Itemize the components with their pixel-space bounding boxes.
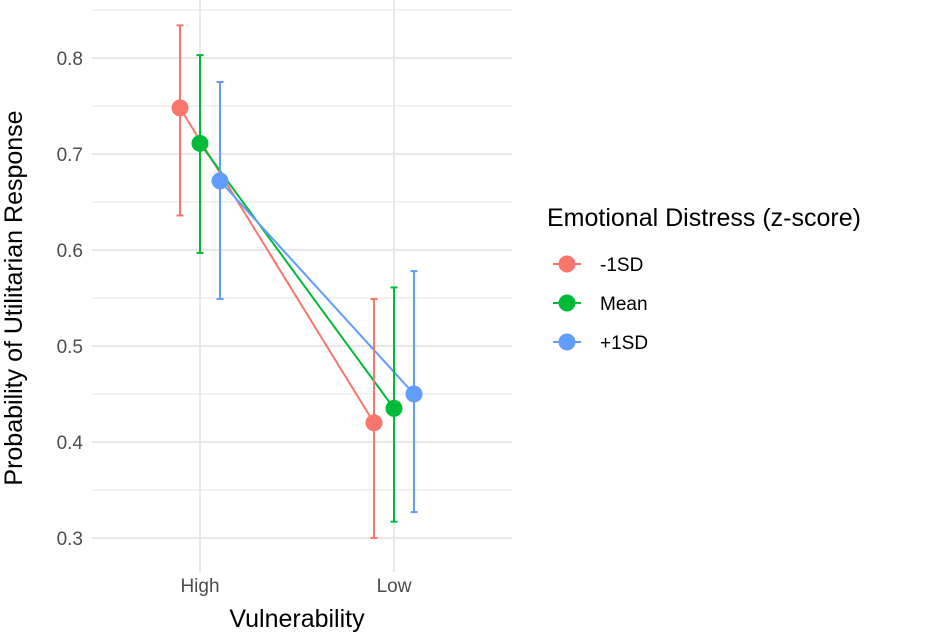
y-tick-label: 0.8: [57, 49, 83, 70]
data-point: [171, 99, 189, 117]
y-axis-ticks: 0.3 0.4 0.5 0.6 0.7 0.8: [57, 49, 84, 550]
y-tick-label: 0.3: [57, 529, 83, 550]
x-axis-ticks: High Low: [180, 576, 411, 597]
data-point: [211, 172, 229, 190]
series-line: [219, 180, 415, 395]
data-points: [171, 99, 423, 432]
x-axis-title: Vulnerability: [229, 605, 365, 633]
legend-point-icon: [558, 333, 576, 351]
legend-point-icon: [558, 294, 576, 312]
data-point: [365, 414, 383, 432]
error-bars: [176, 24, 418, 539]
x-tick-label: High: [180, 576, 219, 597]
y-tick-label: 0.4: [57, 433, 84, 454]
legend-label: +1SD: [600, 333, 648, 354]
data-point: [385, 399, 403, 417]
y-tick-label: 0.7: [57, 145, 83, 166]
legend-label: Mean: [600, 294, 648, 315]
y-axis-title: Probability of Utilitarian Response: [0, 110, 28, 485]
series-layer: [171, 24, 423, 539]
legend-item: Mean: [553, 294, 648, 315]
legend-item: -1SD: [553, 255, 643, 276]
data-point: [405, 385, 423, 403]
legend-point-icon: [558, 255, 576, 273]
series-lines: [179, 107, 415, 424]
x-tick-label: Low: [377, 576, 412, 597]
y-tick-label: 0.5: [57, 337, 83, 358]
legend-item: +1SD: [553, 333, 648, 354]
y-tick-label: 0.6: [57, 241, 83, 262]
data-point: [191, 134, 209, 152]
legend-label: -1SD: [600, 255, 643, 276]
grid-lines: [92, 0, 512, 572]
legend: Emotional Distress (z-score) -1SD Mean +1S…: [547, 204, 861, 354]
legend-title: Emotional Distress (z-score): [547, 204, 861, 232]
series-line: [199, 142, 395, 409]
